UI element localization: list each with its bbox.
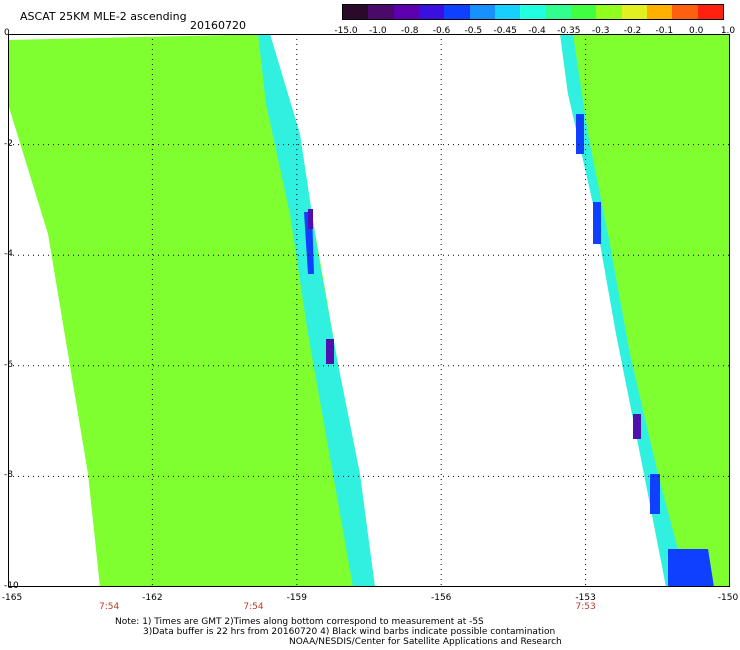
colorbar-segment (494, 5, 521, 19)
swath-right-edge (560, 34, 688, 587)
x-axis-label: -156 (430, 593, 452, 603)
colorbar-segment (596, 5, 622, 19)
colorbar-ticks: -15.0 -1.0 -0.8 -0.6 -0.5 -0.45 -0.4 -0.35 -0.3 -… (334, 26, 736, 38)
swath-right-blue (576, 114, 584, 154)
map-frame (8, 34, 730, 587)
swath-right-purple (633, 414, 641, 439)
colorbar-segment (672, 5, 698, 19)
colorbar-tick-label: -0.1 (655, 26, 674, 36)
colorbar-tick-label: -0.2 (623, 26, 642, 36)
colorbar-segment (418, 5, 445, 19)
colorbar-segment (469, 5, 495, 19)
x-axis-label: -162 (142, 593, 163, 603)
colorbar-tick-label: -1.0 (369, 26, 387, 36)
colorbar-tick-label: -0.45 (493, 26, 517, 36)
colorbar-tick-label: -0.3 (591, 26, 610, 36)
swath-right-blue (650, 474, 660, 514)
colorbar-tick-label: -0.4 (528, 26, 546, 36)
x-axis-label: -153 (575, 593, 596, 603)
swath-right-blue (668, 549, 714, 587)
swath-left-edge (258, 34, 375, 587)
swath-left-purple (326, 339, 334, 364)
colorbar-segment (697, 5, 723, 19)
y-axis-label: -10 (4, 581, 19, 591)
y-axis-label: -6 (4, 359, 13, 370)
x-axis-label: -159 (286, 593, 308, 603)
y-axis-label: -4 (4, 249, 13, 260)
colorbar-tick-label: -0.8 (400, 26, 419, 36)
product-date: 20160720 (190, 19, 246, 32)
swath-right (560, 34, 730, 587)
y-axis-label: -2 (4, 138, 13, 149)
colorbar-tick-label: -0.6 (432, 26, 451, 36)
swath-map (8, 34, 730, 587)
x-axis-label: -165 (1, 593, 23, 603)
colorbar-segment (393, 5, 419, 19)
colorbar-tick-label: -0.35 (557, 26, 581, 36)
time-label: 7:53 (575, 602, 596, 612)
colorbar-segment (545, 5, 571, 19)
colorbar-tick-label: 0.0 (688, 26, 704, 36)
y-axis-label: -8 (4, 470, 13, 481)
colorbar-segment (646, 5, 673, 19)
note-line-3: NOAA/NESDIS/Center for Satellite Applica… (289, 637, 562, 647)
x-axis-label: -150 (717, 593, 739, 603)
grid-lines (8, 34, 730, 587)
footnotes: Note: 1) Times are GMT 2)Times along bot… (115, 617, 562, 647)
note-line-1: Note: 1) Times are GMT 2)Times along bot… (115, 617, 484, 627)
colorbar-segment (368, 5, 394, 19)
y-axis-label: 0 (4, 28, 10, 38)
colorbar-segment (621, 5, 647, 19)
time-label: 7:54 (98, 602, 120, 612)
colorbar (342, 4, 724, 20)
time-label: 7:54 (243, 602, 264, 612)
colorbar-segment (570, 5, 597, 19)
colorbar-tick-label: -15.0 (334, 26, 358, 36)
colorbar-tick-label: 1.0 (720, 26, 736, 36)
swath-right-blue (593, 202, 601, 244)
note-line-2: 3)Data buffer is 22 hrs from 20160720 4)… (143, 627, 556, 637)
colorbar-segment (520, 5, 546, 19)
colorbar-segment (444, 5, 470, 19)
swath-left-purple (308, 209, 313, 229)
colorbar-tick-label: -0.5 (464, 26, 483, 36)
colorbar-segment (343, 5, 369, 19)
wind-swaths (8, 34, 730, 587)
product-title: ASCAT 25KM MLE-2 ascending (20, 10, 187, 23)
